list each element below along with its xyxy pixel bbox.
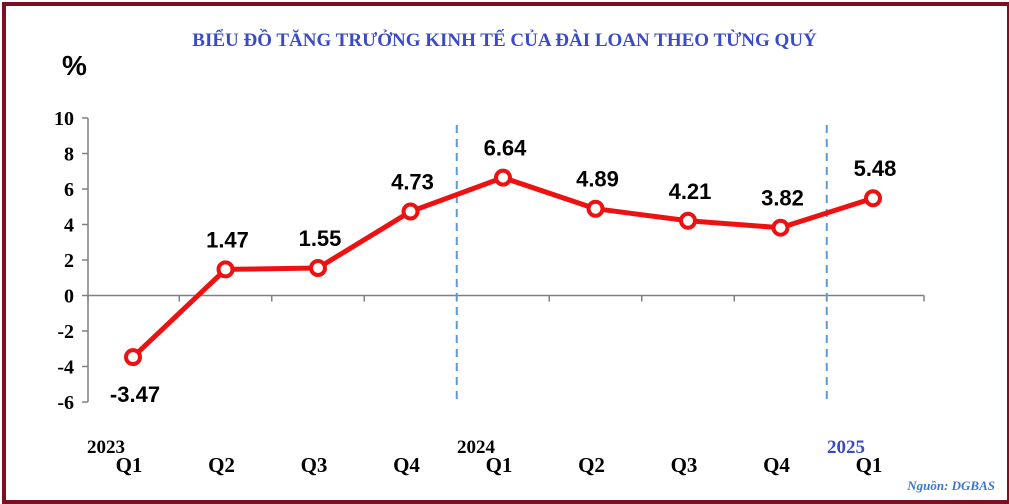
data-label: 1.55	[299, 226, 342, 251]
y-tick-label: 4	[64, 215, 74, 237]
data-label: 1.47	[206, 227, 249, 252]
data-point-marker	[311, 261, 325, 275]
y-tick-label: -2	[57, 321, 74, 343]
data-point-marker	[774, 221, 788, 235]
data-label: 4.73	[391, 170, 434, 195]
data-label: 4.89	[576, 167, 619, 192]
y-tick-label: -4	[57, 357, 74, 379]
data-point-marker	[681, 214, 695, 228]
data-label: 5.48	[854, 156, 897, 181]
x-tick-label: Q4	[393, 453, 420, 477]
year-label: 2024	[457, 437, 496, 458]
y-tick-label: 0	[64, 286, 74, 308]
data-label: 3.82	[761, 186, 804, 211]
y-tick-label: 8	[64, 144, 74, 166]
data-point-marker	[496, 171, 510, 185]
x-tick-label: Q2	[208, 453, 235, 477]
data-point-marker	[866, 191, 880, 205]
y-tick-label: 10	[54, 108, 74, 130]
year-label: 2025	[827, 437, 865, 458]
y-tick-label: -6	[57, 392, 74, 414]
x-tick-label: Q3	[671, 453, 698, 477]
data-point-marker	[404, 205, 418, 219]
year-label: 2023	[87, 437, 125, 458]
data-label: -3.47	[110, 382, 160, 407]
x-tick-label: Q2	[578, 453, 605, 477]
x-tick-label: Q4	[763, 453, 790, 477]
y-tick-label: 6	[64, 179, 74, 201]
data-label: 6.64	[484, 136, 528, 161]
data-point-marker	[126, 350, 140, 364]
y-tick-label: 2	[64, 250, 74, 272]
data-point-marker	[589, 202, 603, 216]
data-label: 4.21	[669, 179, 712, 204]
x-tick-label: Q3	[301, 453, 328, 477]
data-point-marker	[219, 262, 233, 276]
